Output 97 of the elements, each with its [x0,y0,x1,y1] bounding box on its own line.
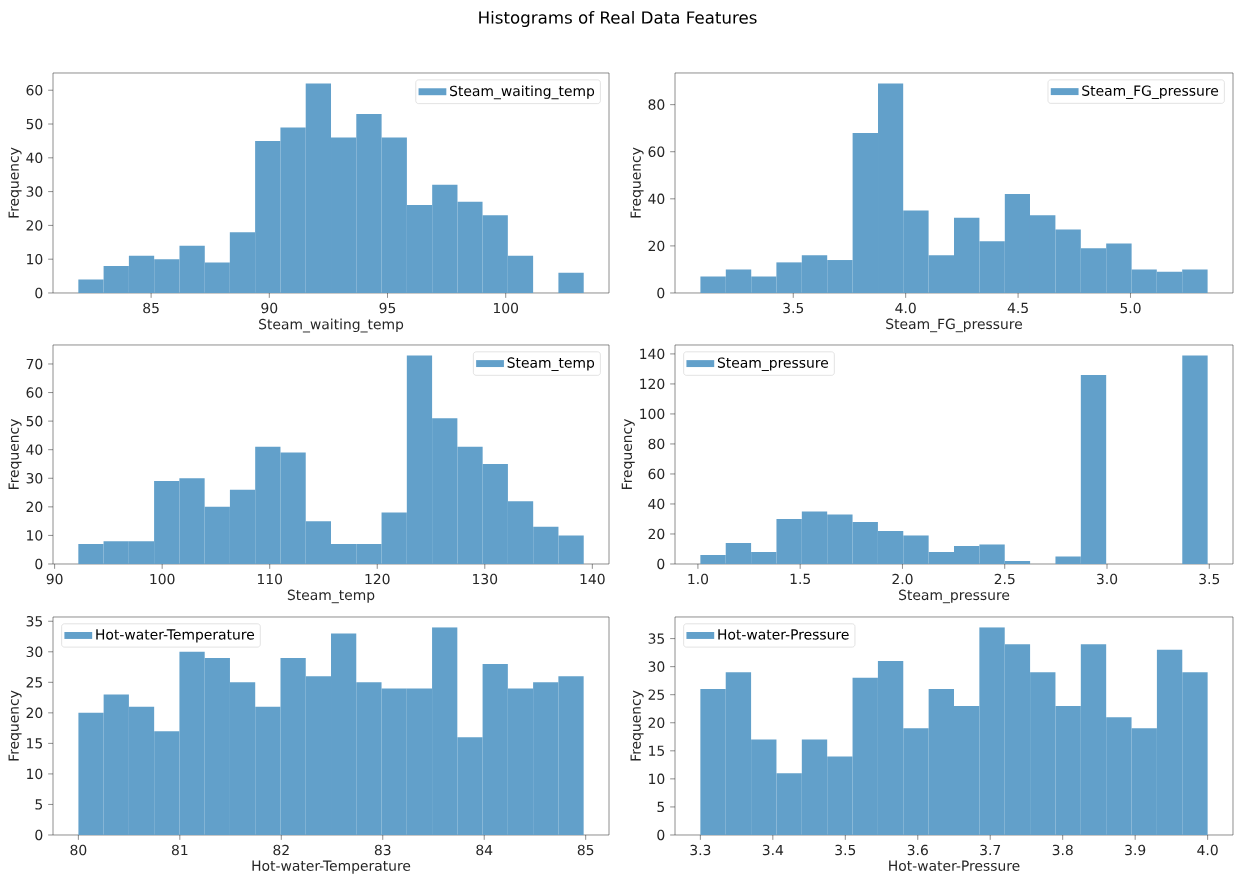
y-axis-title: Frequency [630,690,644,761]
y-tick-label: 60 [648,468,665,480]
y-tick-label: 120 [640,378,665,390]
y-axis-title: Frequency [8,419,22,489]
legend-label: Steam_waiting_temp [450,85,595,100]
y-tick-label: 0 [35,287,43,299]
x-tick-label: 110 [257,573,283,585]
y-tick-label: 30 [26,186,43,197]
y-tick-label: 20 [648,240,665,252]
y-axis-title: Frequency [8,690,22,761]
y-tick-label: 80 [648,438,665,450]
y-tick-label: 0 [657,829,665,841]
x-tick-label: 3.8 [1052,844,1073,856]
legend-label: Steam_temp [507,357,595,371]
x-tick-label: 3.5 [783,302,804,314]
y-tick-label: 40 [648,193,665,205]
x-tick-label: 4.0 [895,302,916,314]
x-axis-title: Steam_FG_pressure [886,318,1023,333]
y-tick-label: 35 [26,615,43,627]
x-tick-label: 1.0 [688,573,709,585]
y-tick-label: 5 [657,801,665,813]
y-tick-label: 70 [26,358,43,370]
y-tick-label: 20 [648,717,665,729]
y-tick-label: 0 [35,829,43,841]
y-tick-label: 20 [26,220,43,231]
x-axis-title: Steam_pressure [899,589,1010,604]
y-tick-label: 15 [649,745,665,756]
x-tick-label: 83 [374,844,391,856]
y-tick-label: 5 [35,799,43,810]
y-tick-label: 60 [648,146,665,157]
y-axis-title: Frequency [621,419,635,489]
y-tick-label: 10 [27,253,43,265]
x-tick-label: 3.9 [1125,844,1146,856]
x-tick-label: 3.3 [690,844,711,856]
x-tick-label: 3.5 [835,844,856,856]
x-axis-title: Steam_temp [287,589,375,604]
y-tick-label: 30 [648,661,665,672]
x-tick-label: 82 [273,844,289,856]
y-tick-label: 10 [649,773,665,785]
x-tick-label: 5.0 [1120,302,1141,314]
y-tick-label: 60 [26,84,43,96]
y-tick-label: 20 [26,501,43,513]
y-tick-label: 15 [27,738,43,749]
x-tick-label: 3.6 [907,844,928,856]
chart-title: Histograms of Real Data Features [479,10,757,28]
legend-label: Hot-water-Pressure [718,629,849,640]
legend-label: Hot-water-Temperature [96,629,255,643]
y-tick-label: 20 [26,707,43,719]
y-tick-label: 40 [26,444,43,455]
y-tick-label: 40 [26,152,43,164]
y-tick-label: 10 [27,768,43,780]
x-tick-label: 120 [365,573,390,585]
x-tick-label: 81 [171,844,188,856]
x-tick-label: 4.0 [1197,844,1218,856]
y-tick-label: 35 [648,633,665,644]
y-axis-title: Frequency [8,147,22,218]
legend-label: Steam_pressure [717,357,829,371]
x-tick-label: 84 [476,844,493,856]
x-tick-label: 90 [46,573,63,585]
y-tick-label: 30 [26,473,43,484]
y-tick-label: 0 [657,287,665,299]
y-axis-title: Frequency [630,147,644,218]
x-tick-label: 1.5 [790,573,811,585]
y-tick-label: 30 [26,646,43,658]
y-tick-label: 50 [26,415,43,427]
x-tick-label: 130 [473,573,498,585]
x-tick-label: 100 [150,573,175,585]
y-tick-label: 140 [640,348,665,360]
x-tick-label: 3.4 [762,844,784,856]
x-axis-title: Hot-water-Temperature [252,860,411,874]
x-axis-title: Steam_waiting_temp [259,318,404,333]
x-tick-label: 3.7 [980,844,1001,856]
x-tick-label: 4.5 [1007,302,1028,314]
y-tick-label: 100 [640,408,665,420]
x-tick-label: 90 [261,302,278,314]
x-tick-label: 85 [143,302,159,314]
y-tick-label: 25 [26,677,43,688]
x-tick-label: 95 [379,302,396,314]
y-tick-label: 40 [648,498,665,510]
legend-label: Steam_FG_pressure [1082,85,1219,99]
y-tick-label: 80 [648,99,665,110]
y-tick-label: 60 [26,387,43,398]
y-tick-label: 0 [657,558,665,570]
x-tick-label: 3.0 [1097,573,1118,585]
x-tick-label: 3.5 [1199,573,1220,585]
x-axis-title: Hot-water-Pressure [889,860,1020,871]
x-tick-label: 2.5 [994,573,1015,585]
x-tick-label: 85 [577,844,594,856]
y-tick-label: 25 [648,689,665,700]
y-tick-label: 0 [35,558,43,570]
x-tick-label: 80 [70,844,87,856]
x-tick-label: 140 [580,573,605,585]
x-tick-label: 2.0 [892,573,913,585]
y-tick-label: 20 [648,528,665,540]
y-tick-label: 10 [27,530,43,541]
x-tick-label: 100 [493,302,519,314]
y-tick-label: 50 [26,118,43,130]
